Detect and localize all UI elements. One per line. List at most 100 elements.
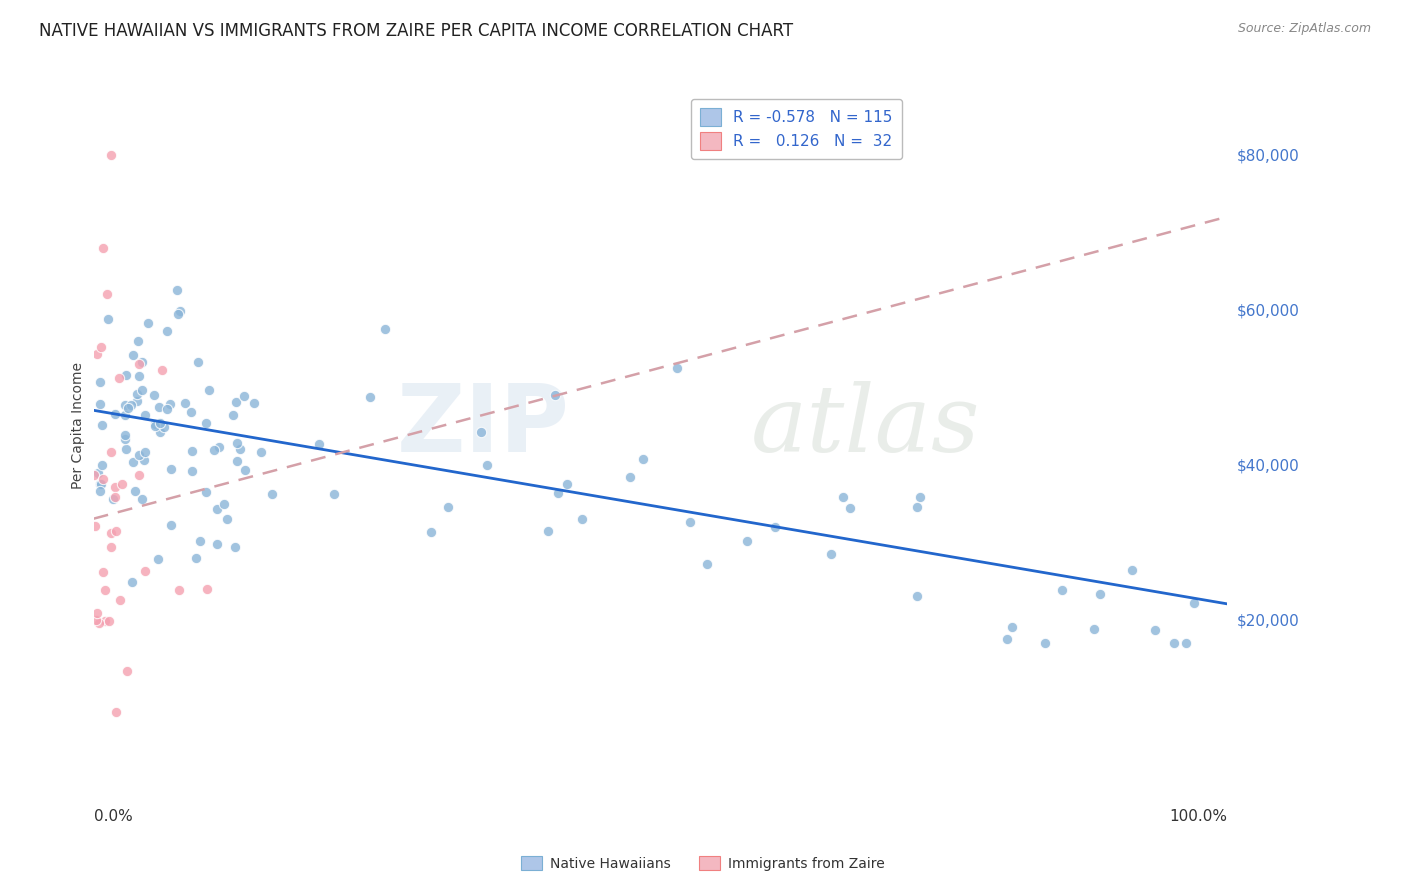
Point — [174, 396, 197, 410]
Point — [537, 524, 560, 538]
Point — [208, 440, 231, 454]
Point — [180, 405, 202, 419]
Point — [83, 467, 105, 482]
Point — [737, 534, 759, 549]
Point — [90, 340, 112, 354]
Point — [146, 551, 169, 566]
Point — [374, 322, 396, 336]
Point — [1143, 624, 1166, 638]
Point — [87, 616, 110, 631]
Y-axis label: Per Capita Income: Per Capita Income — [72, 362, 86, 490]
Point — [134, 445, 156, 459]
Text: Source: ZipAtlas.com: Source: ZipAtlas.com — [1237, 22, 1371, 36]
Point — [121, 348, 143, 362]
Point — [131, 492, 153, 507]
Point — [194, 416, 217, 430]
Point — [1001, 620, 1024, 634]
Point — [359, 391, 381, 405]
Point — [1083, 622, 1105, 636]
Point — [838, 500, 860, 515]
Point — [120, 398, 142, 412]
Point — [215, 512, 238, 526]
Point — [763, 520, 786, 534]
Point — [665, 360, 688, 375]
Point — [226, 454, 249, 468]
Point — [1088, 587, 1111, 601]
Text: 100.0%: 100.0% — [1168, 809, 1227, 824]
Point — [156, 324, 179, 338]
Point — [619, 470, 641, 484]
Point — [156, 402, 179, 417]
Point — [831, 491, 853, 505]
Point — [90, 476, 112, 491]
Point — [995, 632, 1018, 646]
Point — [145, 418, 167, 433]
Text: NATIVE HAWAIIAN VS IMMIGRANTS FROM ZAIRE PER CAPITA INCOME CORRELATION CHART: NATIVE HAWAIIAN VS IMMIGRANTS FROM ZAIRE… — [39, 22, 793, 40]
Point — [100, 540, 122, 554]
Point — [184, 551, 207, 566]
Point — [198, 383, 221, 397]
Point — [188, 534, 211, 549]
Point — [89, 477, 111, 491]
Point — [194, 485, 217, 500]
Text: 0.0%: 0.0% — [94, 809, 132, 824]
Point — [571, 511, 593, 525]
Point — [100, 148, 122, 162]
Point — [105, 524, 128, 538]
Point — [477, 458, 499, 472]
Point — [104, 490, 127, 504]
Point — [419, 524, 441, 539]
Point — [181, 443, 204, 458]
Point — [91, 471, 114, 485]
Point — [121, 574, 143, 589]
Text: ZIP: ZIP — [396, 380, 569, 472]
Point — [127, 393, 149, 408]
Point — [89, 484, 111, 499]
Point — [121, 455, 143, 469]
Point — [100, 445, 122, 459]
Point — [547, 486, 569, 500]
Point — [104, 408, 127, 422]
Point — [225, 436, 247, 450]
Point — [149, 417, 172, 431]
Point — [136, 316, 159, 330]
Point — [152, 420, 174, 434]
Point — [114, 432, 136, 446]
Point — [159, 396, 181, 410]
Point — [1182, 596, 1205, 610]
Point — [91, 565, 114, 579]
Point — [555, 476, 578, 491]
Point — [159, 462, 181, 476]
Point — [84, 519, 107, 533]
Point — [544, 388, 567, 402]
Point — [97, 614, 120, 628]
Point — [134, 564, 156, 578]
Point — [249, 445, 271, 459]
Point — [149, 425, 172, 439]
Point — [86, 606, 108, 620]
Point — [242, 396, 264, 410]
Point — [1033, 635, 1056, 649]
Point — [696, 557, 718, 571]
Point — [108, 370, 131, 384]
Point — [127, 387, 149, 401]
Point — [128, 369, 150, 384]
Point — [90, 458, 112, 473]
Point — [820, 547, 842, 561]
Point — [225, 394, 247, 409]
Point — [148, 401, 170, 415]
Point — [127, 334, 149, 348]
Point — [181, 464, 204, 478]
Point — [89, 375, 111, 389]
Point — [233, 463, 256, 477]
Legend: R = -0.578   N = 115, R =   0.126   N =  32: R = -0.578 N = 115, R = 0.126 N = 32 — [690, 99, 903, 159]
Point — [212, 497, 235, 511]
Point — [134, 409, 156, 423]
Point — [160, 517, 183, 532]
Point — [437, 500, 460, 515]
Point — [104, 480, 127, 494]
Point — [150, 362, 173, 376]
Point — [117, 664, 139, 678]
Point — [262, 486, 284, 500]
Point — [84, 613, 107, 627]
